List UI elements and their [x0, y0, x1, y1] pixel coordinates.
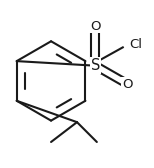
Text: Cl: Cl: [129, 38, 142, 51]
Text: O: O: [90, 19, 101, 32]
Text: S: S: [91, 58, 100, 73]
Text: O: O: [122, 77, 133, 91]
